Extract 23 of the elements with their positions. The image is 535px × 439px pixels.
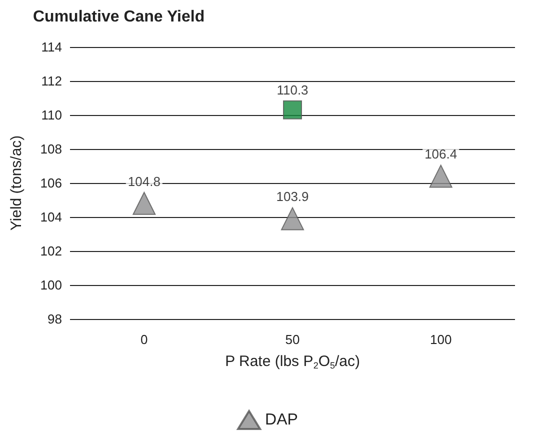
x-tick-label: 100: [430, 332, 452, 347]
data-label: 106.4: [424, 146, 458, 162]
y-axis-title: Yield (tons/ac): [8, 135, 25, 231]
y-tick-label: 100: [40, 278, 62, 292]
x-tick-label: 0: [140, 332, 148, 347]
y-tick-label: 102: [40, 244, 62, 258]
y-tick-label: 108: [40, 142, 62, 156]
data-label: 103.9: [276, 189, 309, 204]
y-tick-label: 110: [41, 108, 62, 122]
point: [429, 164, 452, 188]
data-label: 104.8: [128, 174, 160, 189]
y-tick-label: 98: [48, 312, 62, 326]
chart-title: Cumulative Cane Yield: [33, 8, 205, 26]
point: [281, 207, 304, 230]
data-label: 110.3: [276, 82, 308, 98]
y-tick-label: 104: [40, 210, 62, 224]
y-tick-label: 112: [41, 74, 62, 88]
legend-label: DAP: [265, 412, 298, 428]
y-tick-label: 106: [40, 176, 62, 190]
point: [283, 100, 302, 120]
x-tick-label: 50: [285, 332, 300, 347]
y-tick-label: 114: [41, 40, 62, 54]
point: [132, 192, 156, 215]
